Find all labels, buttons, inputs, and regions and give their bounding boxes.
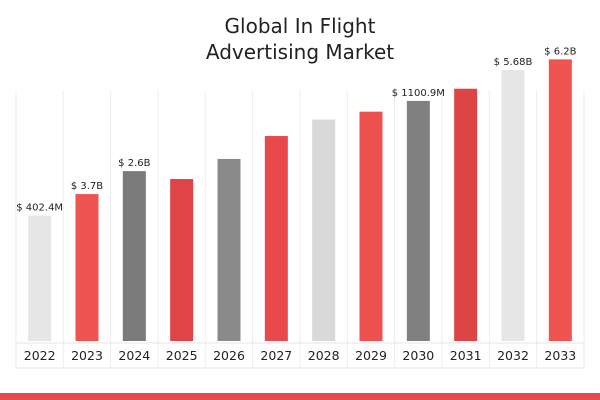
data-label-2033: $ 6.2B [544, 46, 576, 57]
x-tick-label-2022: 2022 [24, 348, 56, 363]
x-tick-label-2032: 2032 [497, 348, 529, 363]
x-tick-label-2028: 2028 [308, 348, 340, 363]
data-label-2023: $ 3.7B [71, 181, 103, 192]
data-label-2022: $ 402.4M [16, 203, 63, 214]
bar-2030 [406, 100, 430, 342]
bar-2031 [454, 88, 478, 341]
chart-title: Global In Flight Advertising Market [0, 13, 600, 65]
bar-2028 [312, 119, 336, 341]
bar-2027 [264, 136, 288, 341]
data-label-2024: $ 2.6B [118, 158, 150, 169]
data-label-2030: $ 1100.9M [392, 88, 445, 99]
bar-2032 [501, 70, 525, 341]
bar-2022 [28, 215, 52, 341]
x-tick-label-2025: 2025 [166, 348, 198, 363]
chart-title-line-2: Advertising Market [205, 40, 395, 64]
x-tick-label-2029: 2029 [355, 348, 387, 363]
x-tick-label-2030: 2030 [402, 348, 434, 363]
chart-title-line-1: Global In Flight [224, 14, 376, 38]
bar-2023 [75, 194, 99, 341]
bar-2024 [122, 171, 146, 341]
x-tick-label-2033: 2033 [544, 348, 576, 363]
x-tick-label-2027: 2027 [260, 348, 292, 363]
data-label-2032: $ 5.68B [494, 57, 533, 68]
x-tick-label-2031: 2031 [450, 348, 482, 363]
bar-2033 [548, 59, 572, 341]
x-tick-label-2023: 2023 [71, 348, 103, 363]
bar-2026 [217, 158, 241, 341]
bar-2029 [359, 111, 383, 342]
bar-2025 [170, 179, 194, 341]
x-tick-label-2024: 2024 [118, 348, 150, 363]
x-tick-label-2026: 2026 [213, 348, 245, 363]
footer-accent-band [0, 393, 600, 400]
